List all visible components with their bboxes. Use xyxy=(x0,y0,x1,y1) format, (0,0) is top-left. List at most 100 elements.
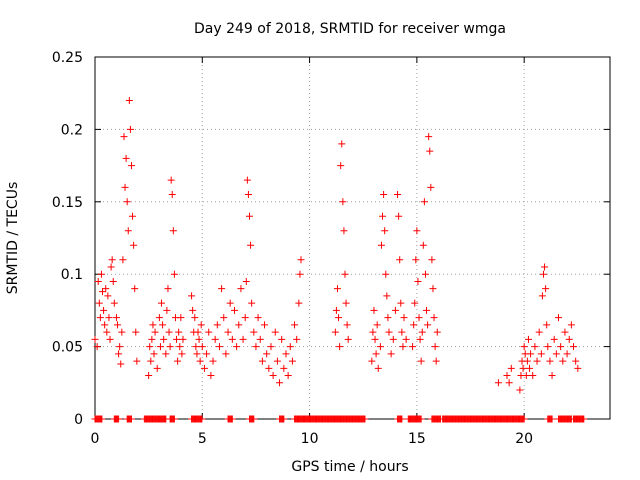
data-point xyxy=(520,343,528,351)
data-point xyxy=(103,328,111,336)
data-point xyxy=(391,306,399,314)
data-point xyxy=(572,357,580,365)
data-point xyxy=(432,357,440,365)
data-point xyxy=(387,350,395,358)
data-point xyxy=(396,256,404,264)
data-point xyxy=(105,314,113,322)
data-point xyxy=(535,328,543,336)
data-point xyxy=(213,321,221,329)
data-point xyxy=(110,299,118,307)
data-point xyxy=(430,314,438,322)
data-point xyxy=(94,277,102,285)
data-point xyxy=(297,256,305,264)
data-point xyxy=(431,343,439,351)
data-point xyxy=(570,343,578,351)
data-point xyxy=(373,321,381,329)
data-point xyxy=(278,335,286,343)
data-point xyxy=(335,314,343,322)
data-point xyxy=(409,343,417,351)
data-point xyxy=(129,212,137,220)
ticks: 0 0.05 0.1 0.15 0.2 0.25 0 5 10 15 20 xyxy=(52,50,610,447)
data-point xyxy=(193,350,201,358)
data-point xyxy=(188,292,196,300)
zero-value-point xyxy=(170,415,178,423)
data-point xyxy=(178,350,186,358)
zero-value-point xyxy=(417,415,425,423)
y-tick-label: 0.2 xyxy=(61,122,83,138)
data-point xyxy=(95,299,103,307)
data-point xyxy=(118,328,126,336)
data-point xyxy=(377,241,385,249)
data-point xyxy=(519,364,527,372)
data-point xyxy=(526,364,534,372)
data-point xyxy=(97,270,105,278)
data-point xyxy=(207,372,215,380)
data-point xyxy=(546,357,554,365)
data-point xyxy=(205,328,213,336)
data-point xyxy=(145,372,153,380)
data-point xyxy=(112,314,120,322)
plot-frame xyxy=(94,56,611,420)
data-point xyxy=(402,335,410,343)
data-point xyxy=(211,335,219,343)
data-point xyxy=(230,306,238,314)
data-point xyxy=(537,350,545,358)
y-tick-label: 0.15 xyxy=(52,195,83,211)
x-tick-label: 20 xyxy=(515,431,533,447)
data-point xyxy=(522,372,530,380)
data-point xyxy=(413,227,421,235)
data-point xyxy=(531,343,539,351)
data-point xyxy=(419,241,427,249)
data-point xyxy=(284,372,292,380)
data-point xyxy=(417,357,425,365)
data-point xyxy=(379,212,387,220)
data-point xyxy=(91,335,99,343)
data-point xyxy=(192,343,200,351)
data-point xyxy=(250,328,258,336)
data-point xyxy=(203,350,211,358)
data-point xyxy=(96,314,104,322)
data-point xyxy=(176,343,184,351)
zero-value-point xyxy=(198,415,206,423)
data-point xyxy=(331,328,339,336)
data-point xyxy=(218,285,226,293)
data-point xyxy=(222,350,230,358)
data-point xyxy=(252,343,260,351)
data-point xyxy=(382,270,390,278)
data-point xyxy=(529,372,537,380)
data-point xyxy=(291,321,299,329)
data-point xyxy=(173,335,181,343)
x-tick-label: 5 xyxy=(198,431,207,447)
data-point xyxy=(516,386,524,394)
data-point xyxy=(288,357,296,365)
data-point xyxy=(295,299,303,307)
data-point xyxy=(340,227,348,235)
zero-value-point xyxy=(228,415,236,423)
data-point xyxy=(400,314,408,322)
data-point xyxy=(286,343,294,351)
data-point xyxy=(244,191,252,199)
data-point xyxy=(293,335,301,343)
data-point xyxy=(246,212,253,220)
data-point xyxy=(254,314,262,322)
data-point xyxy=(338,140,346,148)
data-point xyxy=(177,314,185,322)
data-point xyxy=(125,96,133,104)
data-point xyxy=(156,343,164,351)
data-point xyxy=(122,154,130,162)
data-point xyxy=(107,263,115,271)
data-point xyxy=(248,299,256,307)
y-tick-label: 0.1 xyxy=(61,267,83,283)
data-point xyxy=(197,321,205,329)
data-point xyxy=(163,306,171,314)
data-point xyxy=(381,227,389,235)
data-point xyxy=(228,335,236,343)
data-point xyxy=(380,191,388,199)
data-point xyxy=(175,328,183,336)
data-point xyxy=(505,379,513,387)
data-point xyxy=(166,343,174,351)
data-point xyxy=(538,292,546,300)
y-tick-label: 0 xyxy=(74,412,83,428)
data-point xyxy=(429,285,437,293)
